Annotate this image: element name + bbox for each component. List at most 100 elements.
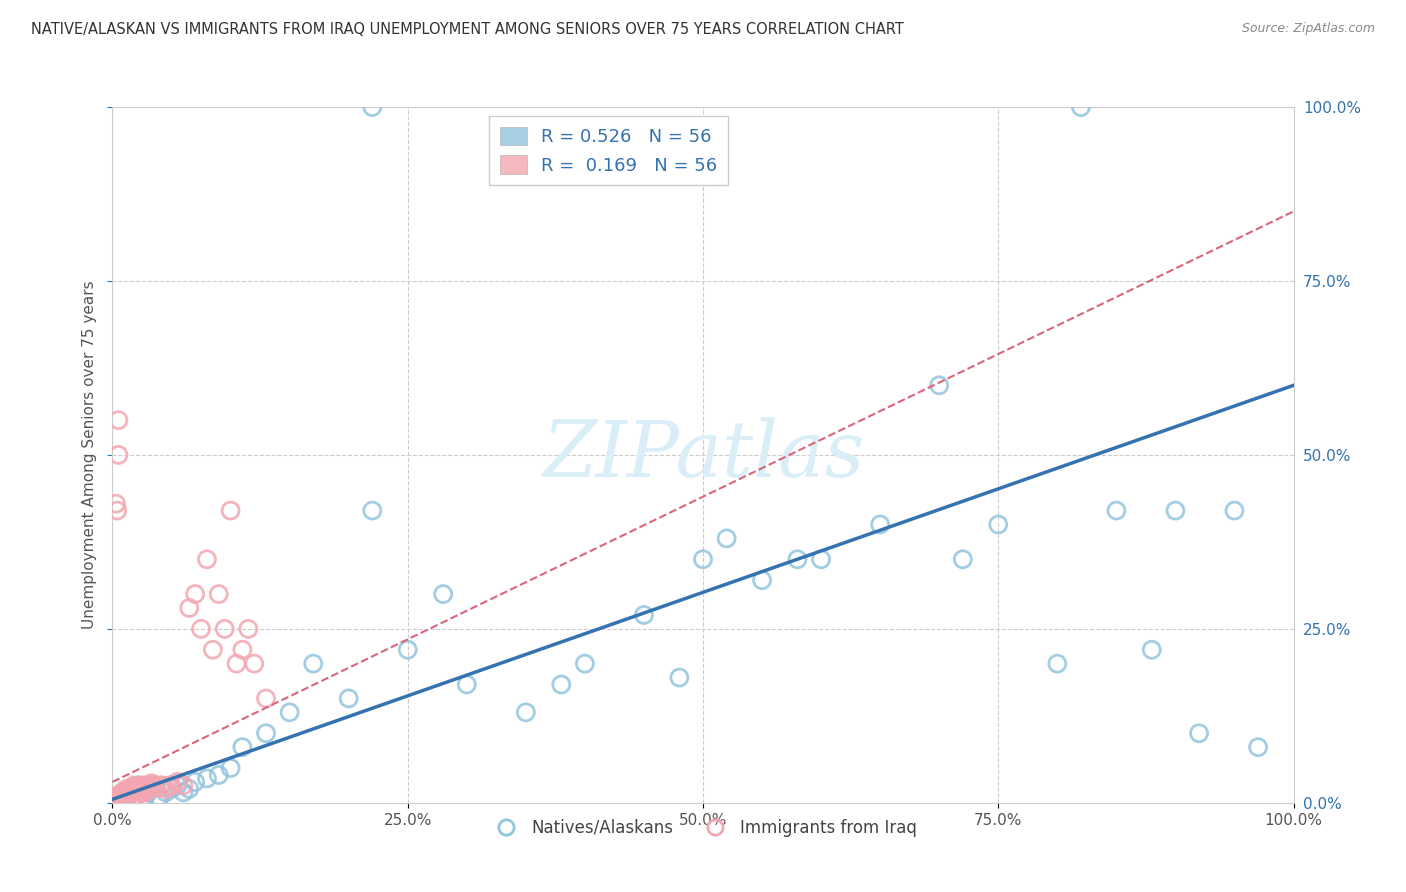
Point <box>115 788 138 802</box>
Point <box>716 532 738 546</box>
Point <box>208 587 231 601</box>
Point <box>692 552 714 566</box>
Point <box>786 552 808 566</box>
Point <box>120 781 142 796</box>
Point <box>142 778 165 793</box>
Point <box>208 768 231 782</box>
Point <box>1188 726 1211 740</box>
Point <box>432 587 454 601</box>
Point <box>238 622 260 636</box>
Point <box>1247 740 1270 755</box>
Point <box>1105 503 1128 517</box>
Point <box>952 552 974 566</box>
Point <box>219 503 242 517</box>
Point <box>112 792 135 806</box>
Text: ZIPatlas: ZIPatlas <box>541 417 865 493</box>
Point <box>987 517 1010 532</box>
Point <box>145 780 167 795</box>
Point <box>107 413 129 427</box>
Point <box>131 781 153 796</box>
Point <box>225 657 247 671</box>
Point <box>179 601 201 615</box>
Point <box>751 573 773 587</box>
Point <box>869 517 891 532</box>
Point <box>121 780 143 795</box>
Point <box>928 378 950 392</box>
Point <box>1140 642 1163 657</box>
Point <box>810 552 832 566</box>
Point <box>105 789 128 803</box>
Point <box>136 785 159 799</box>
Point <box>105 503 128 517</box>
Point <box>136 781 159 796</box>
Point <box>120 785 142 799</box>
Point <box>231 642 253 657</box>
Point <box>104 792 127 806</box>
Point <box>254 726 277 740</box>
Point <box>668 671 690 685</box>
Point <box>131 785 153 799</box>
Point <box>337 691 360 706</box>
Point <box>142 778 165 793</box>
Point <box>172 778 194 793</box>
Point <box>120 783 142 797</box>
Point <box>195 552 218 566</box>
Point <box>118 785 141 799</box>
Point <box>157 778 180 793</box>
Point <box>166 778 188 793</box>
Point <box>111 789 134 803</box>
Point <box>149 790 172 805</box>
Point <box>111 790 134 805</box>
Y-axis label: Unemployment Among Seniors over 75 years: Unemployment Among Seniors over 75 years <box>82 281 97 629</box>
Point <box>243 657 266 671</box>
Point <box>117 790 139 805</box>
Point <box>134 778 156 793</box>
Point <box>115 781 138 796</box>
Point <box>149 778 172 793</box>
Point <box>107 448 129 462</box>
Point <box>124 792 146 806</box>
Point <box>131 792 153 806</box>
Point <box>160 778 183 793</box>
Point <box>361 100 384 114</box>
Point <box>219 761 242 775</box>
Point <box>128 778 150 793</box>
Point <box>125 785 148 799</box>
Point <box>1070 100 1092 114</box>
Point <box>166 775 188 789</box>
Point <box>214 622 236 636</box>
Point <box>139 778 162 793</box>
Point <box>155 785 177 799</box>
Point <box>110 792 132 806</box>
Point <box>574 657 596 671</box>
Point <box>112 789 135 803</box>
Point <box>135 785 157 799</box>
Point <box>1223 503 1246 517</box>
Point <box>184 587 207 601</box>
Point <box>633 607 655 622</box>
Point <box>184 775 207 789</box>
Point <box>172 785 194 799</box>
Point <box>135 789 157 803</box>
Point <box>122 783 145 797</box>
Point <box>141 776 163 790</box>
Point <box>107 792 129 806</box>
Point <box>127 778 149 793</box>
Point <box>155 781 177 796</box>
Point <box>195 772 218 786</box>
Point <box>550 677 572 691</box>
Point <box>456 677 478 691</box>
Point <box>105 790 128 805</box>
Text: NATIVE/ALASKAN VS IMMIGRANTS FROM IRAQ UNEMPLOYMENT AMONG SENIORS OVER 75 YEARS : NATIVE/ALASKAN VS IMMIGRANTS FROM IRAQ U… <box>31 22 904 37</box>
Point <box>515 706 537 720</box>
Point <box>127 781 149 796</box>
Point <box>112 785 135 799</box>
Point <box>115 792 138 806</box>
Point <box>111 785 134 799</box>
Point <box>201 642 224 657</box>
Point <box>105 497 128 511</box>
Point <box>160 781 183 796</box>
Text: Source: ZipAtlas.com: Source: ZipAtlas.com <box>1241 22 1375 36</box>
Point <box>190 622 212 636</box>
Point <box>122 778 145 793</box>
